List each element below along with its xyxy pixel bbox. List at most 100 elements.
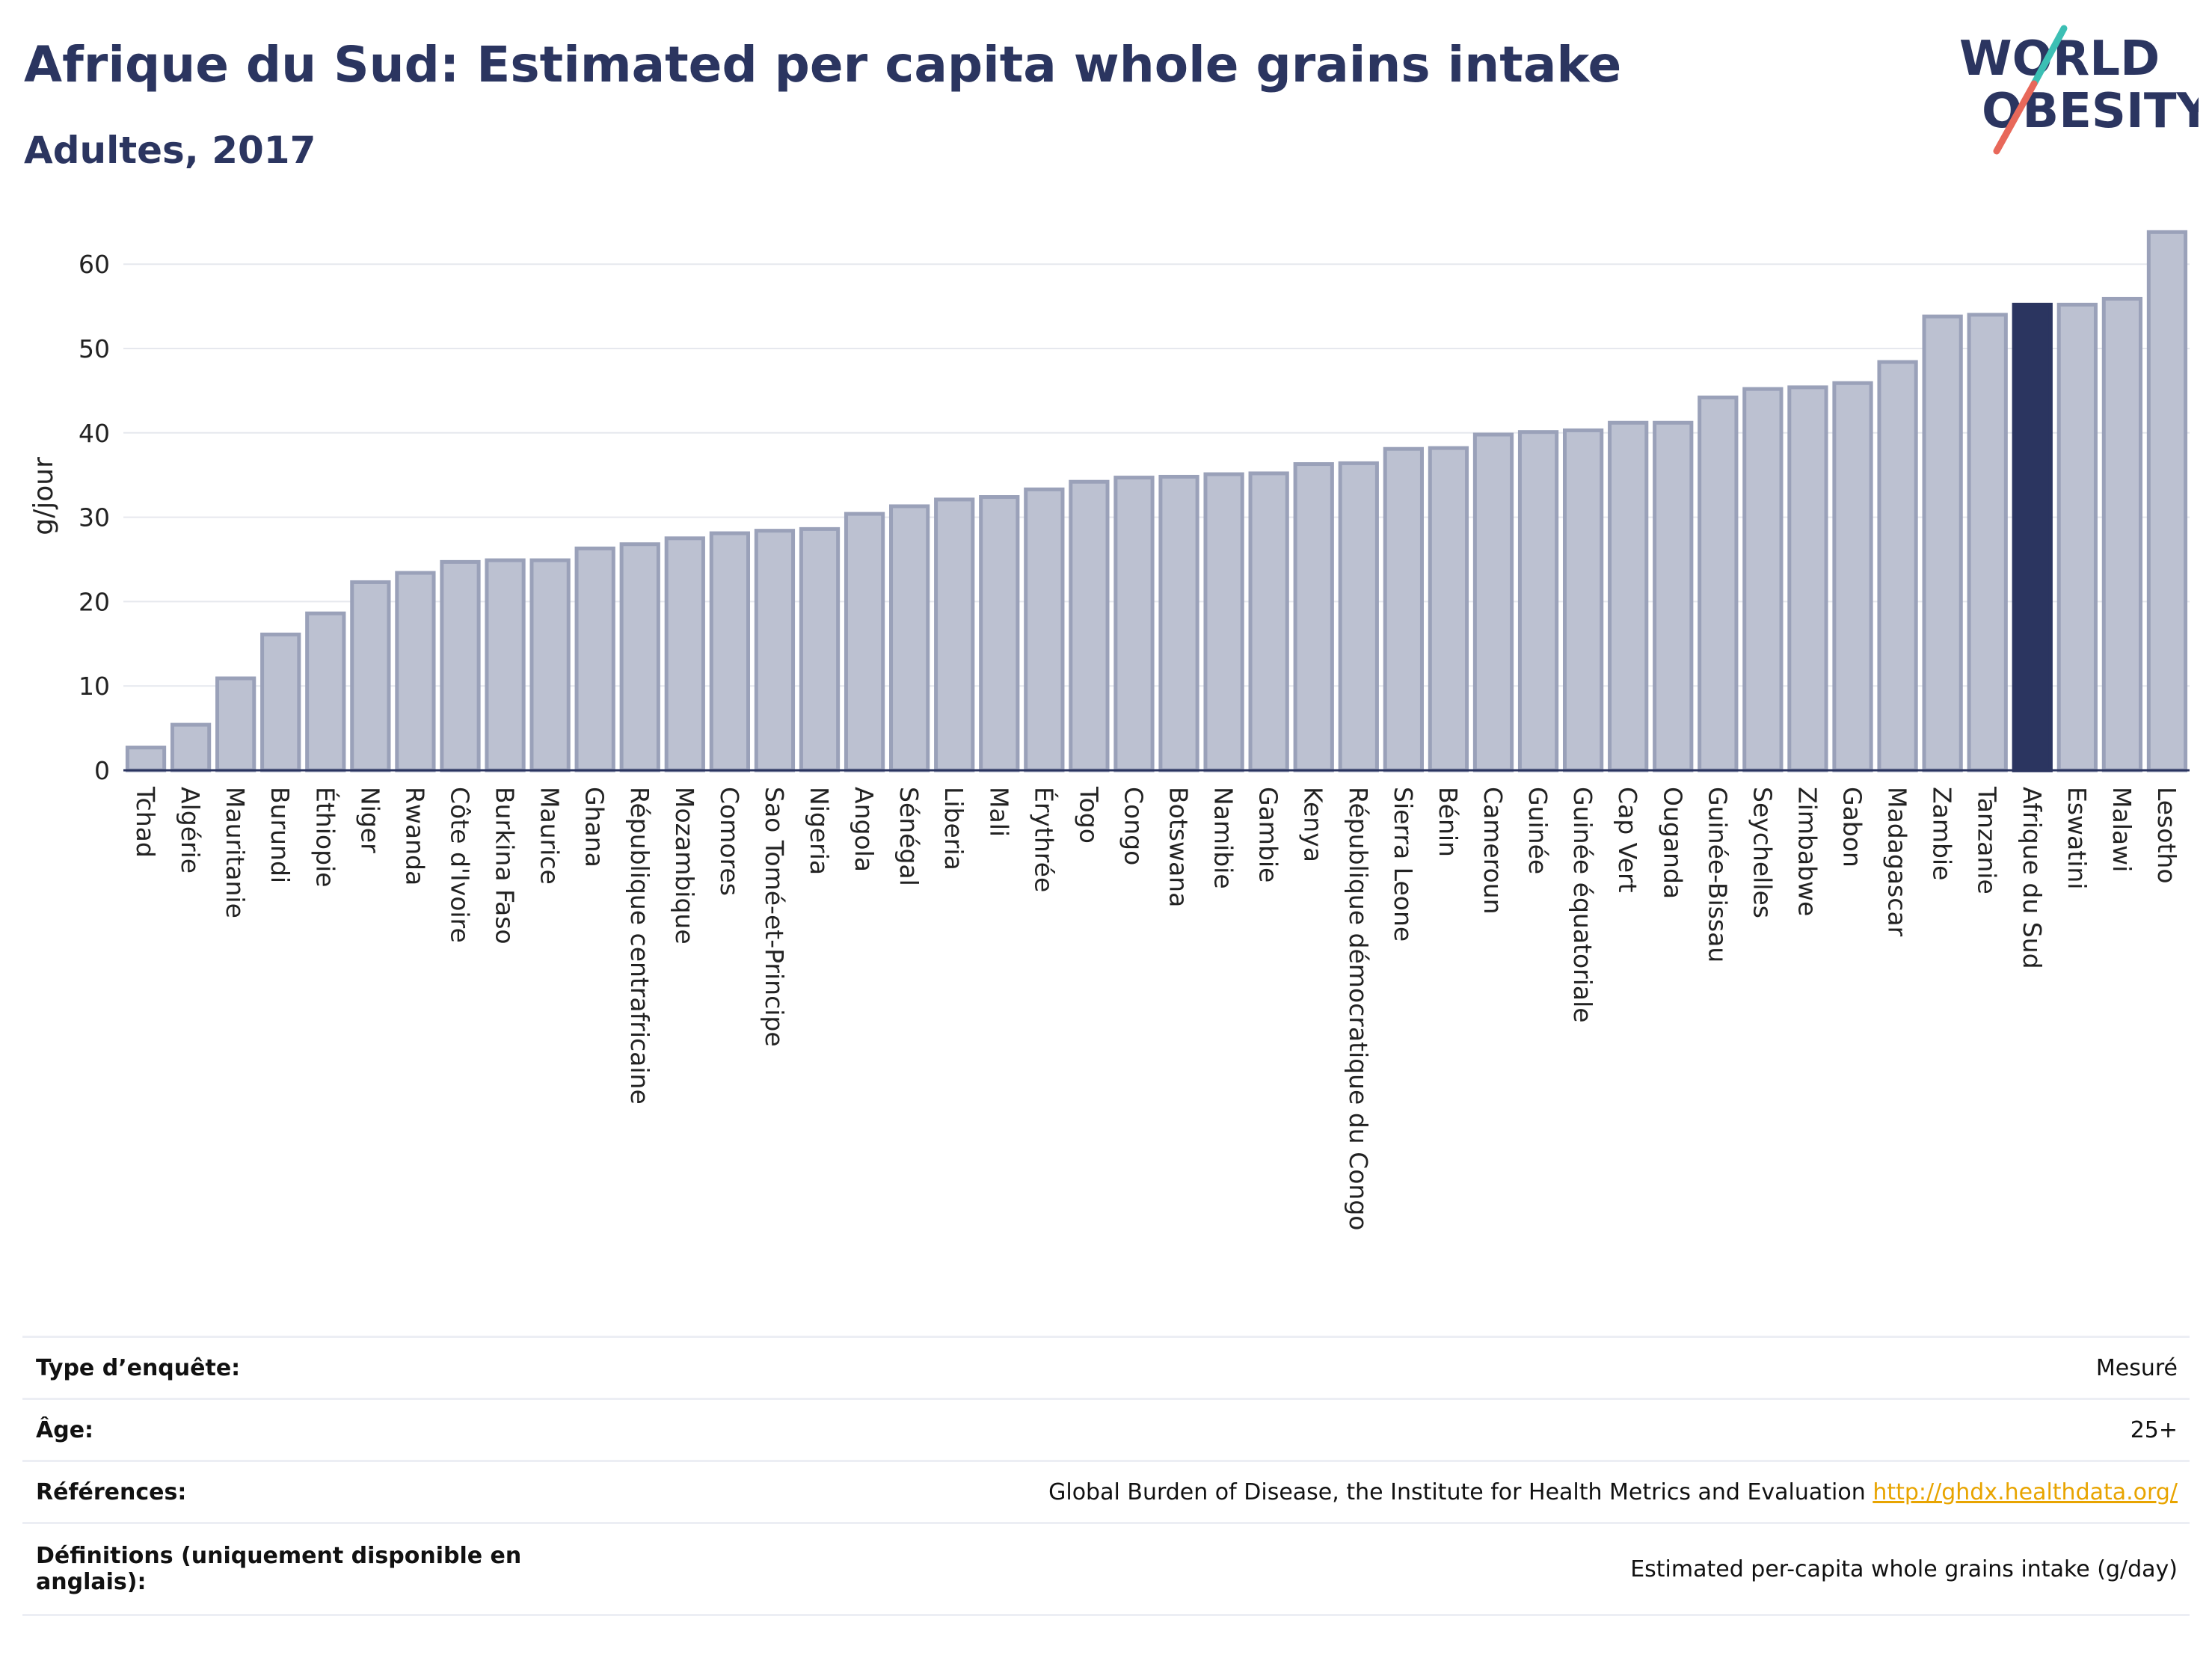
bar <box>1787 385 1828 773</box>
logo-slash-coral <box>1993 80 2038 155</box>
info-row-age: Âge: 25+ <box>22 1398 2190 1461</box>
info-key: Âge: <box>22 1398 529 1461</box>
bar <box>799 526 841 773</box>
x-tick-label: Burkina Faso <box>491 787 520 945</box>
y-tick-label: 60 <box>79 250 110 279</box>
y-tick-label: 40 <box>79 419 110 448</box>
x-tick-label: Mali <box>984 787 1013 837</box>
y-tick-label: 20 <box>79 587 110 616</box>
y-tick-label: 30 <box>79 503 110 532</box>
chart-title: Afrique du Sud: Estimated per capita who… <box>24 36 1622 93</box>
x-tick-label: Gambie <box>1254 787 1283 882</box>
x-tick-label: Mozambique <box>670 787 699 945</box>
bar <box>664 536 705 773</box>
x-tick-label: Algérie <box>176 787 205 873</box>
bar <box>1428 446 1469 773</box>
bar <box>844 512 885 773</box>
bar <box>1113 476 1155 773</box>
world-obesity-logo[interactable]: WORLD OBESITY <box>1952 22 2199 157</box>
x-tick-label: Malawi <box>2107 787 2136 872</box>
x-tick-label: Congo <box>1119 787 1148 865</box>
bar <box>1698 395 1739 773</box>
bar <box>395 571 436 773</box>
x-tick-label: Tchad <box>131 786 160 858</box>
x-tick-label: Érythrée <box>1029 787 1059 892</box>
bar <box>889 504 930 773</box>
x-tick-label: Burundi <box>265 787 295 883</box>
reference-link[interactable]: http://ghdx.healthdata.org/ <box>1872 1479 2178 1505</box>
bar <box>1338 461 1379 773</box>
x-tick-label: Comores <box>715 787 744 896</box>
x-tick-label: Guinée-Bissau <box>1703 787 1732 962</box>
x-tick-label: Côte d'Ivoire <box>445 787 474 943</box>
x-tick-label: Afrique du Sud <box>2018 787 2047 969</box>
bar <box>1158 474 1199 773</box>
x-tick-label: Botswana <box>1164 787 1193 907</box>
y-axis-label: g/jour <box>28 457 59 535</box>
bar <box>979 495 1020 773</box>
x-tick-label: Guinée <box>1523 787 1552 874</box>
bar <box>2056 302 2098 773</box>
x-tick-label: Tanzanie <box>1973 786 2002 894</box>
x-tick-label: Cameroun <box>1478 787 1508 915</box>
info-row-definitions: Définitions (uniquement disponible en an… <box>22 1522 2190 1616</box>
bar <box>1293 462 1334 773</box>
info-value: Mesuré <box>529 1336 2190 1399</box>
bar <box>1608 420 1649 773</box>
info-value: Global Burden of Disease, the Institute … <box>529 1460 2190 1523</box>
bar <box>485 558 526 773</box>
x-tick-label: Guinée équatoriale <box>1568 787 1597 1023</box>
bar <box>1562 428 1604 773</box>
info-table: Type d’enquête: Mesuré Âge: 25+ Référenc… <box>22 1336 2190 1616</box>
x-tick-label: Togo <box>1074 786 1103 844</box>
info-value: 25+ <box>529 1398 2190 1461</box>
x-tick-label: Sierra Leone <box>1389 787 1418 942</box>
bar <box>1967 313 2008 773</box>
bar <box>1742 387 1784 773</box>
bar <box>260 632 301 773</box>
bar <box>1069 479 1110 773</box>
x-tick-label: Lesotho <box>2152 787 2181 884</box>
bar-chart: 0 10 20 30 40 50 60 g/jour Tchad Algérie Mauritani… <box>28 230 2190 1230</box>
x-tick-label: Niger <box>355 787 384 853</box>
bar <box>170 722 212 773</box>
bar <box>574 546 615 773</box>
info-row-references: Références: Global Burden of Disease, th… <box>22 1460 2190 1523</box>
info-key: Références: <box>22 1460 529 1523</box>
x-tick-label: Eswatini <box>2062 787 2092 889</box>
x-tick-label: Rwanda <box>400 787 429 885</box>
bar <box>1024 487 1065 773</box>
x-tick-label: Zambie <box>1928 787 1957 880</box>
bar <box>350 580 391 773</box>
bar <box>1832 381 1873 773</box>
bar <box>125 746 167 773</box>
x-tick-label: Kenya <box>1299 787 1328 862</box>
x-tick-label: République démocratique du Congo <box>1344 787 1373 1230</box>
x-tick-label: Sénégal <box>894 787 924 886</box>
x-tick-label: Ghana <box>580 787 609 868</box>
bar <box>754 529 796 773</box>
x-tick-label: Éthiopie <box>310 787 340 887</box>
bar <box>440 559 481 773</box>
bar <box>1203 472 1244 773</box>
info-value: Estimated per-capita whole grains intake… <box>529 1522 2190 1616</box>
bar <box>1248 471 1289 773</box>
x-tick-label: Bénin <box>1434 787 1463 857</box>
bar <box>529 558 571 773</box>
x-tick-label: Sao Tomé-et-Principe <box>760 787 789 1047</box>
bar <box>709 531 751 773</box>
x-tick-label: Ouganda <box>1658 787 1687 899</box>
x-tick-label: Seychelles <box>1748 787 1777 918</box>
bar <box>619 542 660 773</box>
x-tick-label: Namibie <box>1209 787 1238 889</box>
bar-highlight <box>2012 302 2053 773</box>
x-tick-label: Gabon <box>1838 787 1867 868</box>
y-tick-label: 50 <box>79 334 110 363</box>
info-key: Type d’enquête: <box>22 1336 529 1399</box>
bar <box>305 611 346 773</box>
chart-subtitle: Adultes, 2017 <box>24 129 316 172</box>
x-tick-label: Madagascar <box>1883 787 1912 937</box>
x-tick-label: Maurice <box>535 787 565 885</box>
x-tick-label: Angola <box>850 787 879 872</box>
x-tick-label: Mauritanie <box>221 787 250 918</box>
